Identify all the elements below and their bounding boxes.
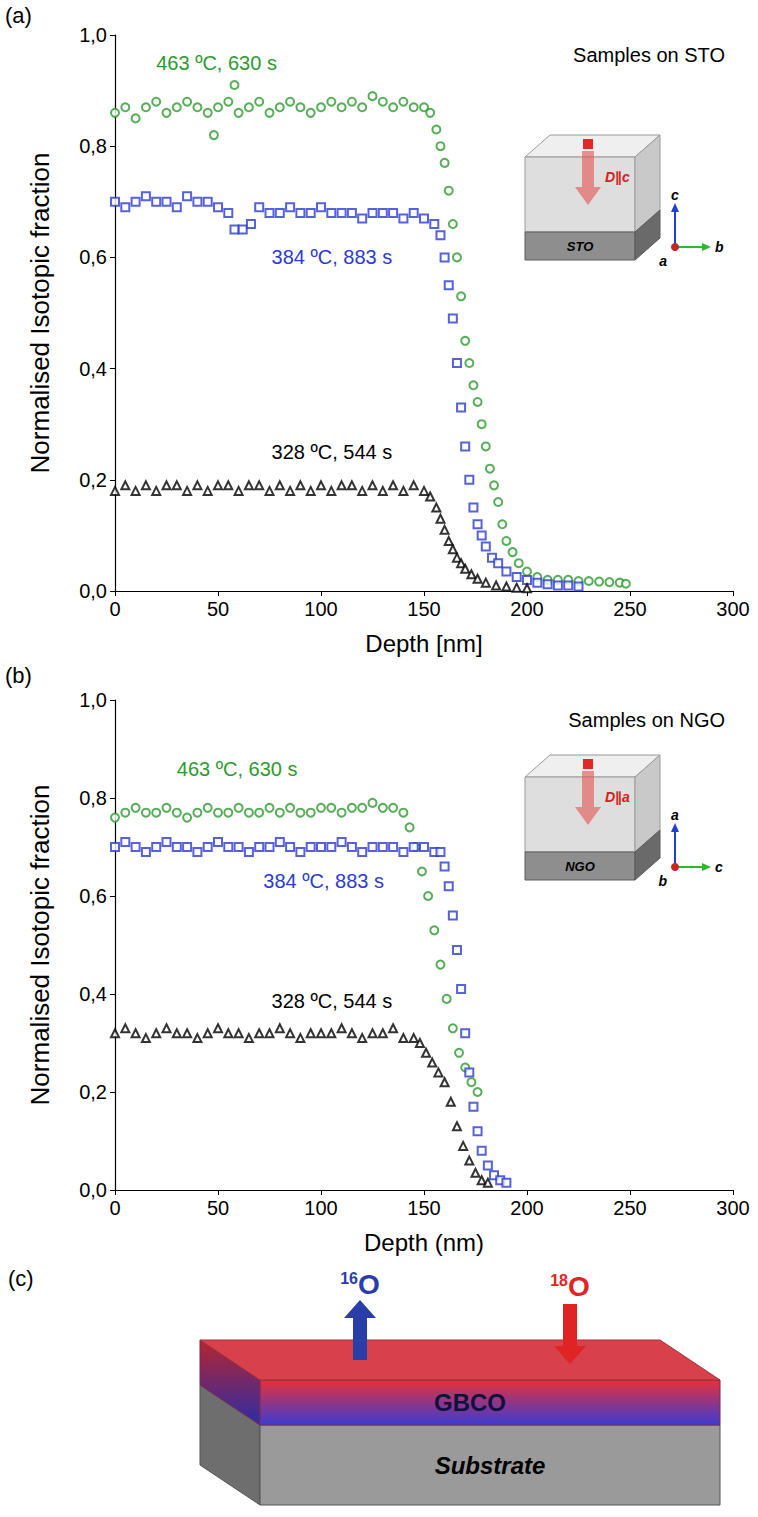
svg-text:200: 200	[510, 598, 543, 620]
svg-text:(b): (b)	[5, 663, 32, 688]
svg-text:100: 100	[304, 598, 337, 620]
svg-text:STO: STO	[567, 239, 594, 254]
svg-text:(a): (a)	[5, 3, 32, 28]
svg-text:Normalised Isotopic fraction: Normalised Isotopic fraction	[25, 785, 55, 1106]
svg-text:200: 200	[510, 1197, 543, 1219]
svg-text:328 ºC, 544 s: 328 ºC, 544 s	[272, 990, 393, 1012]
svg-text:0,8: 0,8	[79, 787, 107, 809]
svg-text:250: 250	[613, 598, 646, 620]
svg-text:0,2: 0,2	[79, 1081, 107, 1103]
svg-text:NGO: NGO	[565, 859, 595, 874]
svg-text:0,8: 0,8	[79, 135, 107, 157]
svg-text:0,6: 0,6	[79, 246, 107, 268]
svg-text:50: 50	[207, 598, 229, 620]
svg-text:0: 0	[109, 598, 120, 620]
svg-text:1,0: 1,0	[79, 689, 107, 711]
svg-text:0: 0	[109, 1197, 120, 1219]
svg-text:328 ºC, 544 s: 328 ºC, 544 s	[272, 441, 393, 463]
svg-text:b: b	[715, 239, 724, 255]
svg-text:150: 150	[407, 1197, 440, 1219]
svg-text:463 ºC, 630 s: 463 ºC, 630 s	[156, 52, 277, 74]
svg-text:c: c	[715, 859, 723, 875]
svg-text:b: b	[658, 873, 667, 889]
svg-text:D∥c: D∥c	[605, 169, 630, 185]
svg-text:250: 250	[613, 1197, 646, 1219]
svg-text:c: c	[671, 187, 679, 203]
svg-text:0,4: 0,4	[79, 983, 107, 1005]
svg-text:16O: 16O	[340, 1269, 380, 1300]
svg-text:Samples on STO: Samples on STO	[573, 44, 725, 66]
svg-text:Samples on NGO: Samples on NGO	[568, 709, 725, 731]
svg-text:a: a	[671, 807, 679, 823]
svg-text:18O: 18O	[550, 1271, 590, 1302]
svg-text:300: 300	[716, 598, 749, 620]
svg-text:384 ºC, 883 s: 384 ºC, 883 s	[272, 246, 393, 268]
svg-text:Depth [nm]: Depth [nm]	[365, 630, 482, 657]
svg-text:0,2: 0,2	[79, 469, 107, 491]
svg-text:Substrate: Substrate	[435, 1452, 546, 1479]
svg-text:463 ºC, 630 s: 463 ºC, 630 s	[177, 758, 298, 780]
svg-text:Normalised Isotopic fraction: Normalised Isotopic fraction	[25, 153, 55, 474]
svg-text:0,0: 0,0	[79, 1179, 107, 1201]
svg-text:(c): (c)	[8, 1266, 34, 1291]
svg-text:150: 150	[407, 598, 440, 620]
svg-text:100: 100	[304, 1197, 337, 1219]
svg-text:1,0: 1,0	[79, 24, 107, 46]
svg-text:0,6: 0,6	[79, 885, 107, 907]
svg-text:0,4: 0,4	[79, 358, 107, 380]
svg-text:D∥a: D∥a	[605, 789, 630, 805]
svg-text:384 ºC, 883 s: 384 ºC, 883 s	[263, 870, 384, 892]
svg-text:0,0: 0,0	[79, 580, 107, 602]
svg-text:Depth (nm): Depth (nm)	[364, 1229, 484, 1256]
svg-text:300: 300	[716, 1197, 749, 1219]
svg-text:GBCO: GBCO	[434, 1389, 506, 1416]
svg-text:50: 50	[207, 1197, 229, 1219]
svg-text:a: a	[659, 253, 667, 269]
